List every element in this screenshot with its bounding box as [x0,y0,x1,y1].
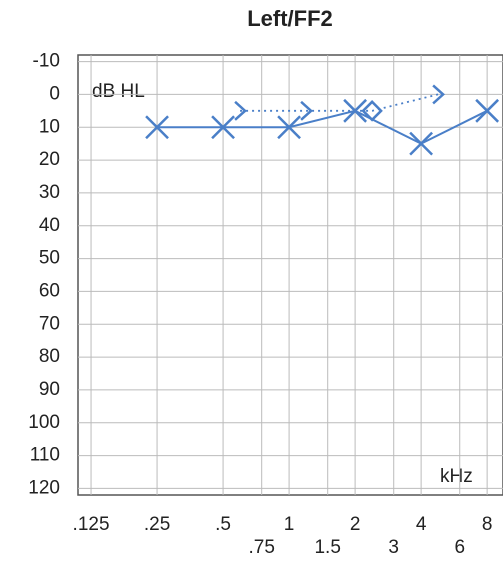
marker [234,100,247,121]
marker-stroke [361,100,383,122]
y-tick-label: 60 [39,280,60,301]
plot-frame [77,54,503,496]
x-axis-label: kHz [440,466,473,487]
y-tick-label: -10 [33,51,60,72]
x-tick-label: .25 [144,514,170,535]
x-tick-label: .75 [248,537,274,558]
x-tick-label: 6 [454,537,465,558]
y-tick-label: 100 [28,412,60,433]
series-line [157,109,488,145]
marker-stroke [277,115,301,140]
x-tick-label: .125 [73,514,110,535]
marker [300,100,313,121]
y-tick-label: 40 [39,215,60,236]
marker-stroke [234,100,247,121]
y-tick-label: 50 [39,248,60,269]
marker-stroke [409,131,434,156]
y-tick-label: 70 [39,313,60,334]
chart-title: Left/FF2 [247,6,333,31]
x-tick-label: .5 [215,514,231,535]
y-tick-label: 10 [39,116,60,137]
marker [361,100,383,122]
x-tick-label: 3 [388,537,399,558]
marker [277,115,301,140]
y-axis-label: dB HL [92,81,145,102]
marker-stroke [475,98,500,123]
y-tick-label: 120 [28,477,60,498]
x-tick-label: 1 [284,514,295,535]
y-tick-label: 0 [49,83,60,104]
y-tick-label: 30 [39,182,60,203]
marker-stroke [432,84,445,105]
marker [475,98,500,123]
x-tick-label: 2 [350,514,361,535]
marker [409,131,434,156]
x-tick-label: 8 [482,514,493,535]
marker [432,84,445,105]
x-tick-label: 4 [416,514,427,535]
y-tick-label: 90 [39,379,60,400]
series-line [240,93,439,112]
marker [145,115,169,140]
marker-stroke [300,100,313,121]
x-tick-label: 1.5 [314,537,340,558]
marker-stroke [211,115,235,140]
marker [211,115,235,140]
marker-stroke [145,115,169,140]
y-tick-label: 110 [30,445,60,466]
y-tick-label: 80 [39,346,60,367]
y-tick-label: 20 [39,149,60,170]
